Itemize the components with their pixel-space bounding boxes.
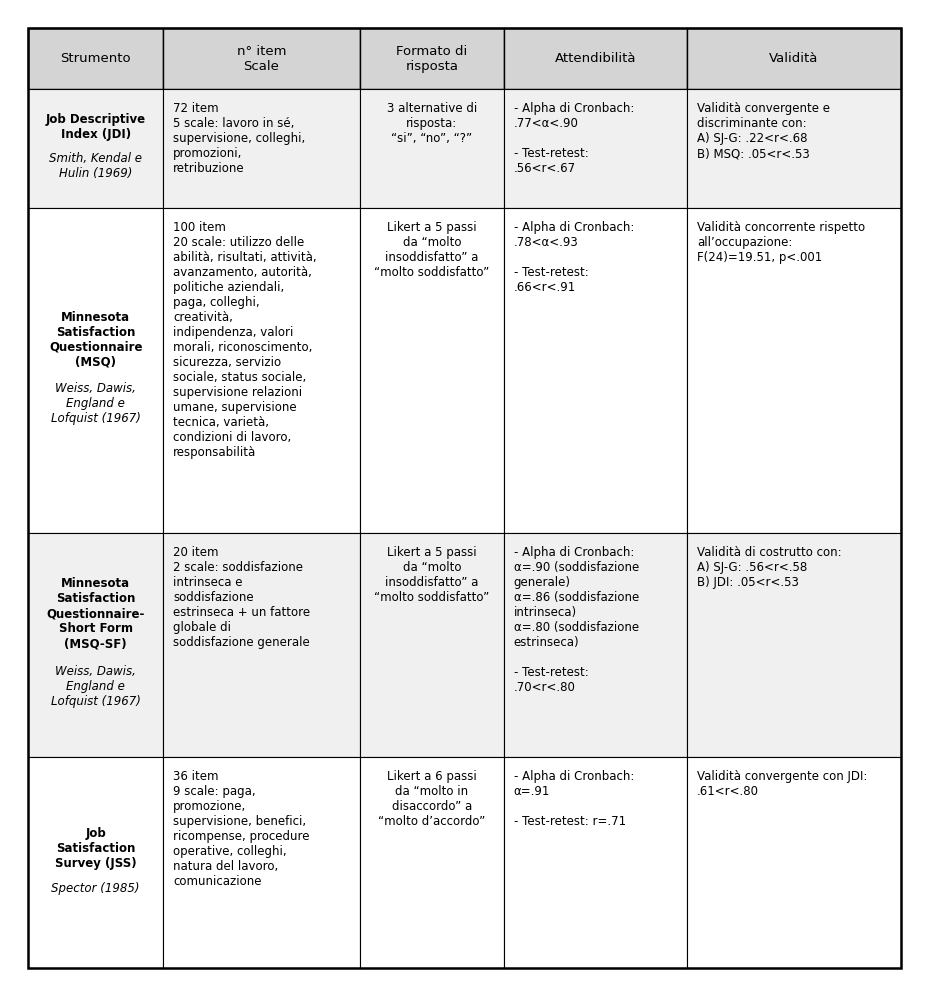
Bar	[503, 757, 687, 968]
Bar	[503, 208, 687, 533]
Bar	[687, 757, 900, 968]
Bar	[28, 28, 163, 89]
Bar	[163, 208, 359, 533]
Bar	[359, 89, 503, 208]
Bar	[503, 89, 687, 208]
Text: Likert a 5 passi
da “molto
insoddisfatto” a
“molto soddisfatto”: Likert a 5 passi da “molto insoddisfatto…	[374, 221, 489, 279]
Text: Minnesota
Satisfaction
Questionnaire-
Short Form
(MSQ-SF): Minnesota Satisfaction Questionnaire- Sh…	[46, 578, 145, 650]
Text: Validità: Validità	[768, 52, 818, 65]
Bar	[359, 208, 503, 533]
Text: Validità convergente con JDI:
.61<r<.80: Validità convergente con JDI: .61<r<.80	[696, 770, 867, 798]
Text: Validità convergente e
discriminante con:
A) SJ-G: .22<r<.68
B) MSQ: .05<r<.53: Validità convergente e discriminante con…	[696, 103, 830, 160]
Bar	[163, 28, 359, 89]
Text: 100 item
20 scale: utilizzo delle
abilità, risultati, attività,
avanzamento, aut: 100 item 20 scale: utilizzo delle abilit…	[174, 221, 316, 459]
Bar	[28, 757, 163, 968]
Bar	[163, 757, 359, 968]
Text: - Alpha di Cronbach:
α=.90 (soddisfazione
generale)
α=.86 (soddisfazione
intrins: - Alpha di Cronbach: α=.90 (soddisfazion…	[513, 546, 638, 694]
Text: n° item
Scale: n° item Scale	[237, 45, 286, 73]
Bar	[359, 533, 503, 757]
Text: 20 item
2 scale: soddisfazione
intrinseca e
soddisfazione
estrinseca + un fattor: 20 item 2 scale: soddisfazione intrinsec…	[174, 546, 310, 649]
Text: Formato di
risposta: Formato di risposta	[395, 45, 467, 73]
Text: - Alpha di Cronbach:
.77<α<.90

- Test-retest:
.56<r<.67: - Alpha di Cronbach: .77<α<.90 - Test-re…	[513, 103, 634, 175]
Bar	[163, 533, 359, 757]
Bar	[503, 533, 687, 757]
Text: 36 item
9 scale: paga,
promozione,
supervisione, benefici,
ricompense, procedure: 36 item 9 scale: paga, promozione, super…	[174, 770, 309, 888]
Bar	[687, 28, 900, 89]
Text: - Alpha di Cronbach:
α=.91

- Test-retest: r=.71: - Alpha di Cronbach: α=.91 - Test-retest…	[513, 770, 634, 828]
Text: Smith, Kendal e
Hulin (1969): Smith, Kendal e Hulin (1969)	[49, 152, 142, 180]
Bar	[28, 89, 163, 208]
Bar	[503, 28, 687, 89]
Text: Attendibilità: Attendibilità	[554, 52, 636, 65]
Bar	[359, 28, 503, 89]
Text: Minnesota
Satisfaction
Questionnaire
(MSQ): Minnesota Satisfaction Questionnaire (MS…	[49, 311, 142, 369]
Bar	[163, 89, 359, 208]
Bar	[28, 208, 163, 533]
Text: Validità concorrente rispetto
all’occupazione:
F(24)=19.51, p<.001: Validità concorrente rispetto all’occupa…	[696, 221, 864, 264]
Text: Strumento: Strumento	[60, 52, 131, 65]
Text: 72 item
5 scale: lavoro in sé,
supervisione, colleghi,
promozioni,
retribuzione: 72 item 5 scale: lavoro in sé, supervisi…	[174, 103, 305, 175]
Text: Weiss, Dawis,
England e
Lofquist (1967): Weiss, Dawis, England e Lofquist (1967)	[51, 382, 140, 425]
Bar	[687, 208, 900, 533]
Text: Spector (1985): Spector (1985)	[51, 882, 140, 895]
Text: Weiss, Dawis,
England e
Lofquist (1967): Weiss, Dawis, England e Lofquist (1967)	[51, 665, 140, 708]
Bar	[687, 533, 900, 757]
Text: Job
Satisfaction
Survey (JSS): Job Satisfaction Survey (JSS)	[55, 827, 136, 870]
Text: Validità di costrutto con:
A) SJ-G: .56<r<.58
B) JDI: .05<r<.53: Validità di costrutto con: A) SJ-G: .56<…	[696, 546, 841, 589]
Text: Likert a 6 passi
da “molto in
disaccordo” a
“molto d’accordo”: Likert a 6 passi da “molto in disaccordo…	[378, 770, 484, 828]
Text: 3 alternative di
risposta:
“si”, “no”, “?”: 3 alternative di risposta: “si”, “no”, “…	[386, 103, 476, 145]
Text: Likert a 5 passi
da “molto
insoddisfatto” a
“molto soddisfatto”: Likert a 5 passi da “molto insoddisfatto…	[374, 546, 489, 604]
Text: Job Descriptive
Index (JDI): Job Descriptive Index (JDI)	[45, 113, 146, 140]
Bar	[28, 533, 163, 757]
Text: - Alpha di Cronbach:
.78<α<.93

- Test-retest:
.66<r<.91: - Alpha di Cronbach: .78<α<.93 - Test-re…	[513, 221, 634, 294]
Bar	[359, 757, 503, 968]
Bar	[687, 89, 900, 208]
